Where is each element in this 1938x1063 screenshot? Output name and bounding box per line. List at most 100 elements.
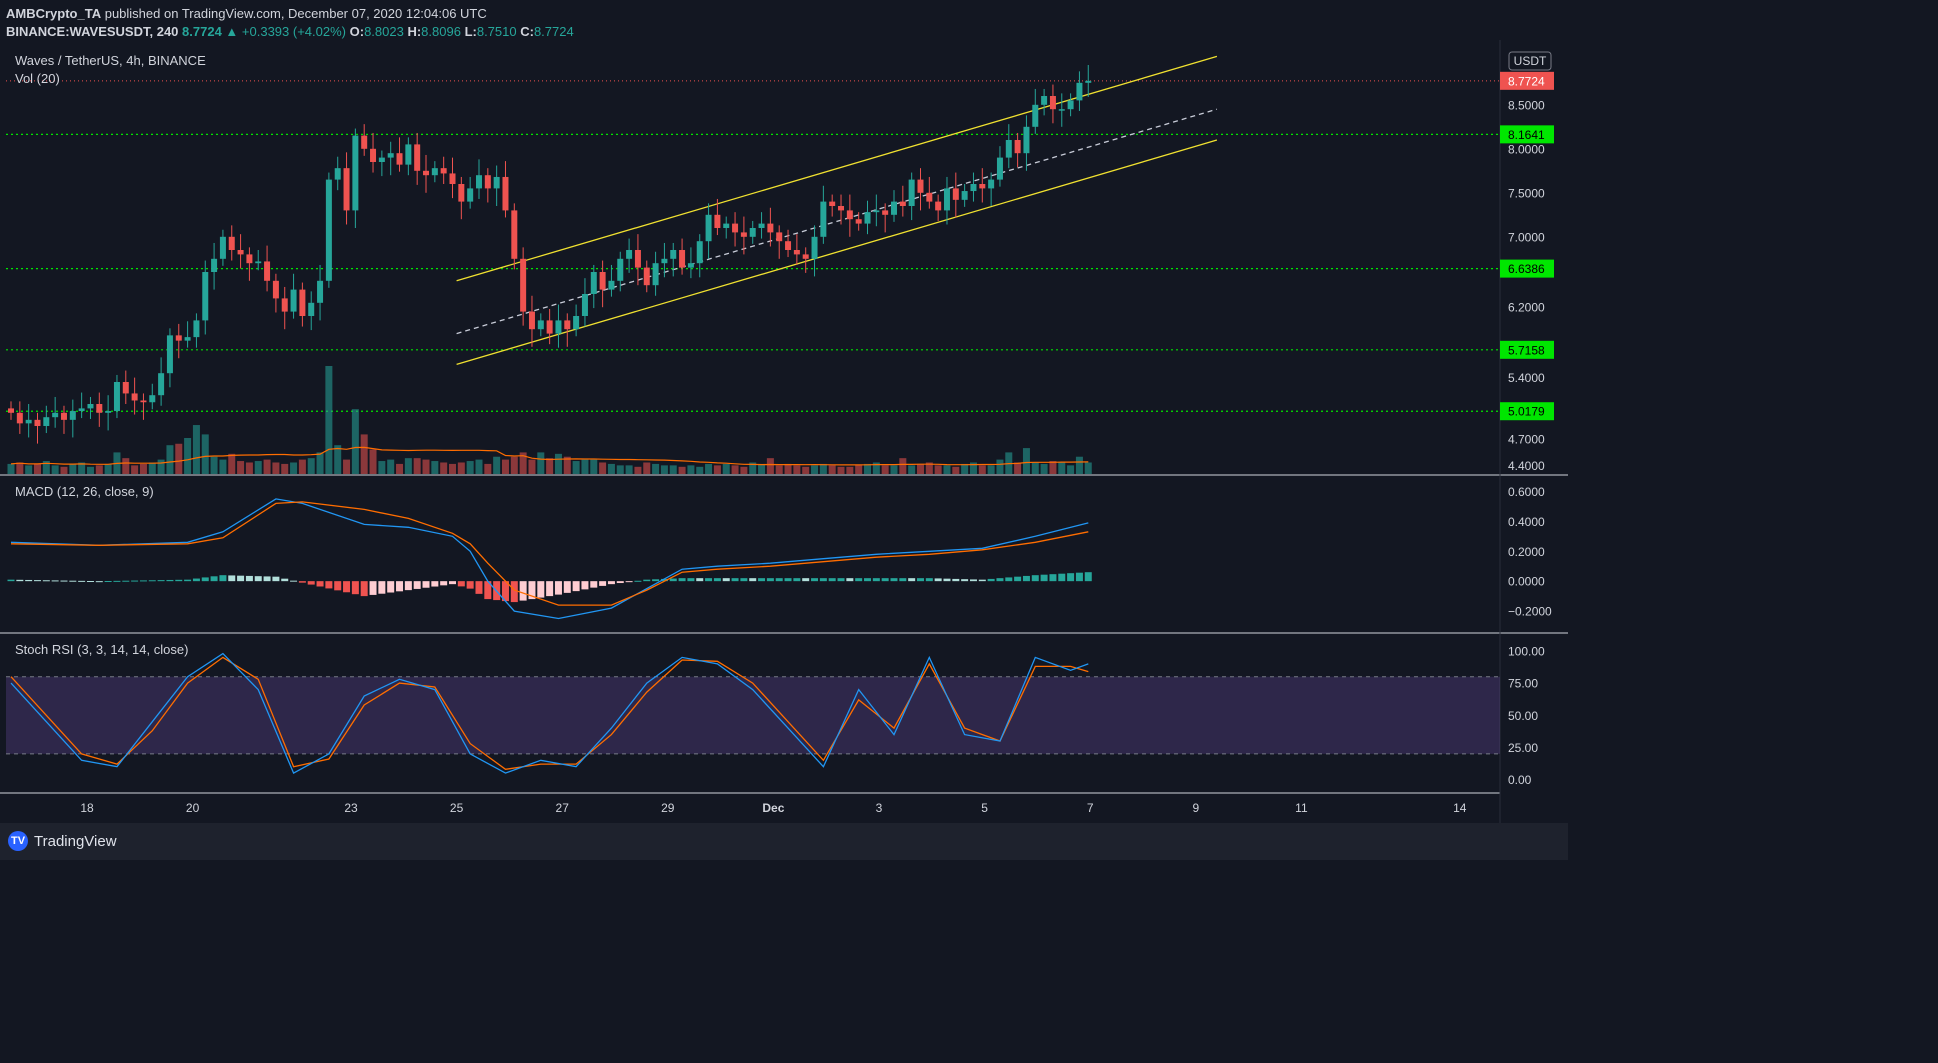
candle-body <box>370 148 377 162</box>
candle-body <box>52 412 59 418</box>
candle-body <box>617 258 624 281</box>
time-tick-label: 7 <box>1087 801 1094 815</box>
tradingview-logo[interactable]: TV TradingView <box>8 831 117 851</box>
volume-bar <box>387 459 395 474</box>
candle-body <box>502 176 509 211</box>
macd-histogram-bar <box>1084 572 1092 582</box>
volume-bar <box>316 452 324 474</box>
macd-histogram-bar <box>1040 574 1048 582</box>
macd-histogram-bar <box>1067 573 1075 582</box>
macd-histogram-bar <box>263 576 271 582</box>
volume-bar <box>378 461 386 474</box>
time-tick-label: 25 <box>450 801 464 815</box>
volume-bar <box>625 465 633 474</box>
time-tick-label: 14 <box>1453 801 1467 815</box>
candle-body <box>378 157 385 162</box>
publish-info: AMBCrypto_TA published on TradingView.co… <box>6 6 487 21</box>
candle-body <box>732 223 739 233</box>
volume-bar <box>581 459 589 474</box>
channel-upper-line <box>456 55 1218 282</box>
volume-bar <box>148 462 156 474</box>
price-tick-label: 7.5000 <box>1508 186 1545 200</box>
macd-histogram-bar <box>69 580 77 582</box>
macd-histogram-bar <box>519 581 527 601</box>
macd-histogram-bar <box>722 578 730 582</box>
macd-histogram-bar <box>25 579 33 582</box>
volume-bar <box>599 462 607 474</box>
volume-bar <box>404 458 412 474</box>
candle-body <box>908 179 915 206</box>
volume-bar <box>228 453 236 474</box>
volume-bar <box>122 458 130 474</box>
macd-histogram-bar <box>1075 572 1083 582</box>
candle-body <box>961 191 968 200</box>
volume-bar <box>60 466 68 474</box>
macd-histogram-bar <box>175 579 183 582</box>
open-value: 8.8023 <box>364 24 404 39</box>
volume-bar <box>184 438 192 474</box>
macd-histogram-bar <box>705 578 713 582</box>
candle-body <box>405 144 412 165</box>
candle-body <box>423 170 430 176</box>
candle-body <box>387 153 394 158</box>
candle-body <box>255 261 262 264</box>
macd-histogram-bar <box>1014 576 1022 582</box>
level-price-tag-label: 8.1641 <box>1508 128 1545 142</box>
candle-body <box>581 294 588 316</box>
symbol-info: BINANCE:WAVESUSDT, 240 8.7724 ▲ +0.3393 … <box>6 24 574 39</box>
macd-histogram-bar <box>157 580 165 582</box>
volume-bar <box>528 459 536 474</box>
volume-bar <box>95 465 103 474</box>
volume-bar <box>1075 456 1083 474</box>
macd-histogram-bar <box>413 581 421 589</box>
macd-histogram-bar <box>925 578 933 582</box>
chart-area[interactable]: Waves / TetherUS, 4h, BINANCE Vol (20) USD… <box>0 40 1568 823</box>
volume-bar <box>351 409 359 474</box>
candle-body <box>140 400 147 403</box>
tradingview-brand: TradingView <box>34 832 117 850</box>
macd-histogram-bar <box>607 581 615 585</box>
volume-bar <box>166 445 174 474</box>
candle-body <box>1085 80 1092 83</box>
macd-histogram-bar <box>16 579 24 582</box>
volume-bar <box>272 462 280 474</box>
macd-histogram-bar <box>678 578 686 582</box>
price-tick-label: 5.4000 <box>1508 371 1545 385</box>
candle-body <box>8 408 14 413</box>
volume-bar <box>669 465 677 474</box>
macd-histogram-bar <box>819 578 827 582</box>
volume-bar <box>413 458 421 474</box>
candle-body <box>122 382 129 394</box>
macd-histogram-bar <box>1049 574 1057 582</box>
volume-bar <box>334 445 342 474</box>
candle-body <box>87 404 94 409</box>
publisher-name[interactable]: AMBCrypto_TA <box>6 6 102 21</box>
price-tick-label: 8.0000 <box>1508 142 1545 156</box>
candle-body <box>758 223 765 228</box>
macd-histogram-bar <box>501 581 509 602</box>
candle-body <box>219 236 226 259</box>
macd-histogram-bar <box>634 580 642 582</box>
time-tick-label: 11 <box>1295 801 1308 815</box>
candle-body <box>714 214 721 228</box>
volume-bar <box>784 463 792 474</box>
volume-label: Vol (20) <box>15 71 60 86</box>
time-tick-label: 27 <box>556 801 570 815</box>
candle-body <box>643 267 650 286</box>
macd-tick-label: 0.2000 <box>1508 545 1545 559</box>
macd-histogram-bar <box>475 581 483 594</box>
macd-histogram-bar <box>113 580 121 582</box>
macd-histogram-bar <box>855 578 863 582</box>
time-tick-label: Dec <box>762 801 784 815</box>
candle-body <box>1005 140 1012 158</box>
candle-body <box>431 168 438 176</box>
volume-bar <box>554 453 562 474</box>
candle-body <box>69 411 76 420</box>
candle-body <box>158 373 165 396</box>
candle-body <box>511 210 518 259</box>
candle-body <box>802 254 809 259</box>
macd-histogram-bar <box>961 579 969 582</box>
volume-bar <box>175 443 183 474</box>
channel-lower-line <box>456 139 1218 366</box>
candle-body <box>873 210 880 213</box>
